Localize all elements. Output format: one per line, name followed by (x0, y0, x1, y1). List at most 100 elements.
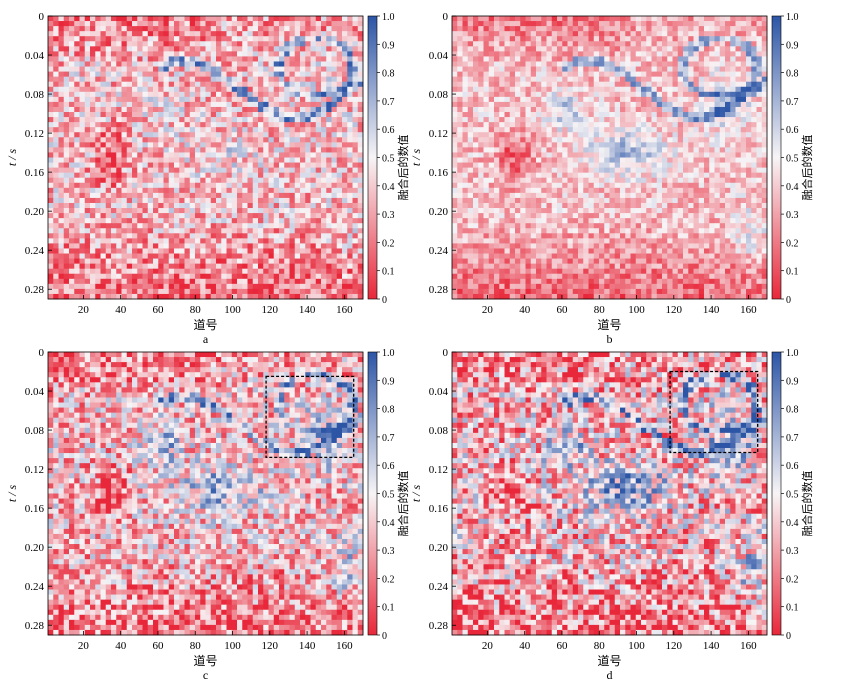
x-tick-label: 140 (703, 304, 720, 316)
x-tick-label: 120 (262, 304, 279, 316)
colorbar-tick-label: 0.9 (786, 40, 799, 51)
y-tick-label: 0.04 (25, 50, 45, 62)
y-tick-label: 0.04 (429, 50, 449, 62)
panel-label: b (607, 332, 613, 346)
colorbar-tick-label: 0 (382, 295, 387, 306)
heatmap-cells (452, 16, 768, 300)
colorbar-tick-label: 1.0 (382, 12, 395, 23)
x-tick-label: 60 (152, 304, 164, 316)
colorbar-tick-label: 0.8 (382, 69, 395, 80)
y-tick-label: 0.24 (25, 245, 45, 257)
y-tick-label: 0.08 (25, 89, 45, 101)
x-tick-label: 40 (519, 640, 531, 652)
colorbar-tick-label: 0.2 (786, 238, 799, 249)
colorbar-tick-label: 0.3 (786, 210, 799, 221)
y-tick-label: 0.04 (429, 386, 449, 398)
colorbar-tick-label: 0.6 (786, 125, 799, 136)
colorbar (367, 15, 378, 300)
colorbar-tick-label: 0.9 (786, 376, 799, 387)
colorbar-tick-label: 0.3 (786, 546, 799, 557)
y-tick-label: 0.12 (25, 464, 44, 476)
colorbar-tick-label: 0.7 (382, 433, 395, 444)
x-axis-label: 道号 (597, 654, 621, 668)
y-tick-label: 0.04 (25, 386, 45, 398)
y-tick-label: 0.20 (429, 206, 449, 218)
y-tick-label: 0 (39, 11, 45, 23)
colorbar (771, 15, 782, 300)
colorbar-tick-label: 0 (786, 631, 791, 642)
y-tick-label: 0.08 (25, 425, 45, 437)
colorbar-tick-label: 0.8 (382, 405, 395, 416)
x-tick-label: 100 (224, 304, 241, 316)
x-tick-label: 160 (740, 640, 757, 652)
x-tick-label: 120 (666, 304, 683, 316)
colorbar-tick-label: 0.2 (786, 574, 799, 585)
y-tick-label: 0.12 (429, 464, 448, 476)
y-tick-label: 0 (443, 11, 449, 23)
colorbar-tick-label: 0 (786, 295, 791, 306)
colorbar-tick-label: 0.1 (382, 603, 395, 614)
colorbar-tick-label: 0.8 (786, 405, 799, 416)
colorbar-label: 融合后的数值 (396, 471, 410, 537)
x-tick-label: 100 (224, 640, 241, 652)
colorbar-tick-label: 0.3 (382, 546, 395, 557)
y-axis-label: t / s (5, 485, 19, 503)
y-tick-label: 0.16 (429, 503, 449, 515)
colorbar-tick-label: 0.1 (786, 603, 799, 614)
colorbar-tick-label: 0.5 (382, 154, 395, 165)
y-tick-label: 0.20 (25, 542, 45, 554)
y-tick-label: 0.24 (429, 581, 449, 593)
colorbar-tick-label: 0.5 (382, 490, 395, 501)
colorbar-tick-label: 0.2 (382, 238, 395, 249)
x-tick-label: 140 (703, 640, 720, 652)
colorbar-label: 融合后的数值 (396, 135, 410, 201)
plot-frame (451, 351, 768, 636)
y-tick-label: 0.28 (429, 284, 449, 296)
heatmap-cells (48, 352, 364, 636)
plot-frame (47, 351, 364, 636)
y-tick-label: 0.16 (25, 503, 45, 515)
colorbar-tick-label: 0.8 (786, 69, 799, 80)
y-axis-label: t / s (5, 149, 19, 167)
x-tick-label: 60 (556, 304, 568, 316)
x-tick-label: 40 (115, 304, 127, 316)
x-tick-label: 160 (740, 304, 757, 316)
colorbar-tick-label: 0.4 (382, 518, 395, 529)
x-tick-label: 140 (299, 304, 316, 316)
y-tick-label: 0.16 (429, 167, 449, 179)
x-tick-label: 60 (556, 640, 568, 652)
y-tick-label: 0.20 (429, 542, 449, 554)
x-tick-label: 80 (190, 304, 202, 316)
panel-b: 20 40 60 80 100 120 140 160 0 0.04 0.08 0.12 0.16 0.2… (409, 11, 814, 346)
colorbar-label: 融合后的数值 (800, 135, 814, 201)
y-tick-label: 0.08 (429, 425, 449, 437)
x-tick-label: 20 (78, 640, 90, 652)
colorbar-tick-label: 0.4 (786, 182, 799, 193)
colorbar (771, 351, 782, 636)
colorbar-tick-label: 0 (382, 631, 387, 642)
plot-frame (451, 15, 768, 300)
x-tick-label: 120 (262, 640, 279, 652)
y-tick-label: 0.12 (25, 128, 44, 140)
x-tick-label: 20 (482, 304, 494, 316)
colorbar-tick-label: 0.5 (786, 154, 799, 165)
x-tick-label: 160 (336, 640, 353, 652)
y-tick-label: 0.12 (429, 128, 448, 140)
panel-c: 20 40 60 80 100 120 140 160 0 0.04 0.08 0.12 0.16 0.2… (5, 347, 410, 682)
y-tick-label: 0.28 (429, 620, 449, 632)
panel-d: 20 40 60 80 100 120 140 160 0 0.04 0.08 0.12 0.16 0.2… (409, 347, 814, 682)
colorbar-tick-label: 0.4 (786, 518, 799, 529)
colorbar (367, 351, 378, 636)
y-tick-label: 0.28 (25, 284, 45, 296)
colorbar-tick-label: 0.6 (382, 125, 395, 136)
colorbar-tick-label: 0.1 (786, 267, 799, 278)
colorbar-tick-label: 0.9 (382, 376, 395, 387)
x-axis-label: 道号 (597, 318, 621, 332)
x-tick-label: 40 (115, 640, 127, 652)
colorbar-tick-label: 0.6 (786, 461, 799, 472)
dashed-highlight-box (669, 370, 759, 454)
colorbar-tick-label: 0.1 (382, 267, 395, 278)
x-tick-label: 80 (594, 640, 606, 652)
colorbar-tick-label: 0.7 (786, 97, 799, 108)
